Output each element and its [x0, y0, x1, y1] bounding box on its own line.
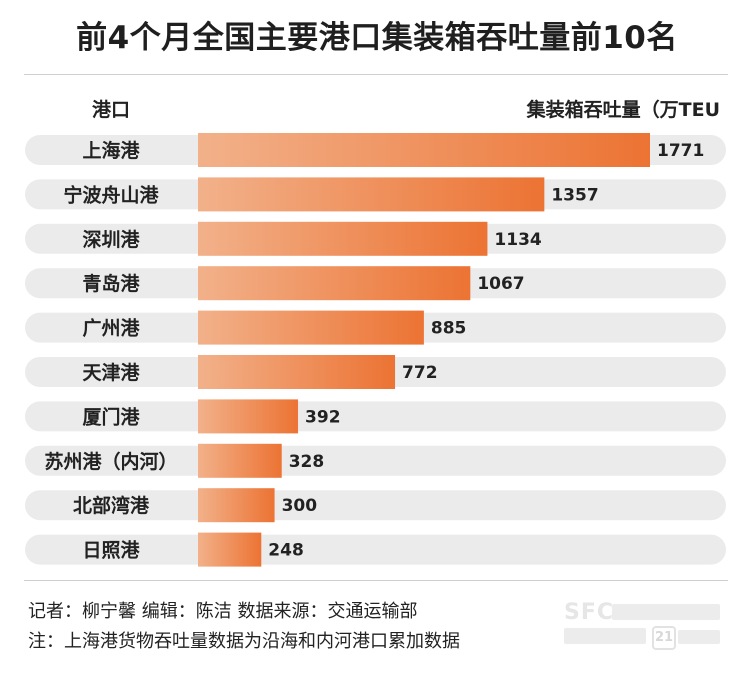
value-label: 328 — [289, 452, 325, 472]
bar — [198, 532, 262, 567]
category-label: 广州港 — [82, 317, 140, 340]
bar — [198, 177, 545, 212]
logo-wordmark-tail — [678, 630, 720, 644]
bar — [198, 399, 299, 434]
logo-wordmark-bottom — [564, 628, 646, 644]
bar — [198, 133, 650, 167]
logo-21-badge: 21 — [652, 626, 676, 650]
category-label: 上海港 — [82, 139, 140, 162]
value-label: 772 — [402, 363, 438, 383]
category-label: 苏州港（内河） — [44, 450, 177, 473]
value-label: 1134 — [494, 230, 541, 250]
value-axis-label: 集装箱吞吐量（万TEU — [526, 99, 720, 121]
logo-wordmark-top — [612, 604, 720, 620]
category-label: 深圳港 — [82, 228, 140, 251]
category-axis-label: 港口 — [92, 99, 131, 121]
credits-text: 记者：柳宁馨 编辑：陈洁 数据来源：交通运输部 — [28, 601, 418, 622]
value-label: 885 — [431, 319, 467, 339]
sfc-logo-text: SFC — [564, 600, 615, 625]
chart-title: 前4个月全国主要港口集装箱吞吐量前10名 — [76, 20, 678, 56]
value-label: 248 — [268, 541, 304, 561]
category-label: 宁波舟山港 — [63, 183, 159, 206]
bar — [198, 488, 275, 523]
bar — [198, 355, 396, 389]
note-text: 注：上海港货物吞吐量数据为沿海和内河港口累加数据 — [28, 631, 460, 652]
category-label: 北部湾港 — [73, 494, 150, 517]
category-label: 厦门港 — [82, 405, 140, 428]
category-label: 日照港 — [82, 540, 140, 562]
value-label: 392 — [305, 407, 341, 427]
category-label: 天津港 — [82, 361, 140, 384]
bar — [198, 310, 424, 345]
value-label: 1771 — [657, 141, 704, 161]
value-label: 1357 — [551, 185, 598, 205]
category-label: 青岛港 — [82, 272, 140, 295]
title-divider — [24, 74, 728, 75]
value-label: 300 — [282, 496, 318, 516]
publisher-logo: SFC 21 — [564, 600, 724, 650]
footer-divider — [24, 580, 728, 581]
bar — [198, 266, 471, 301]
value-label: 1067 — [477, 274, 524, 294]
bar — [198, 221, 488, 256]
bar — [198, 443, 282, 478]
